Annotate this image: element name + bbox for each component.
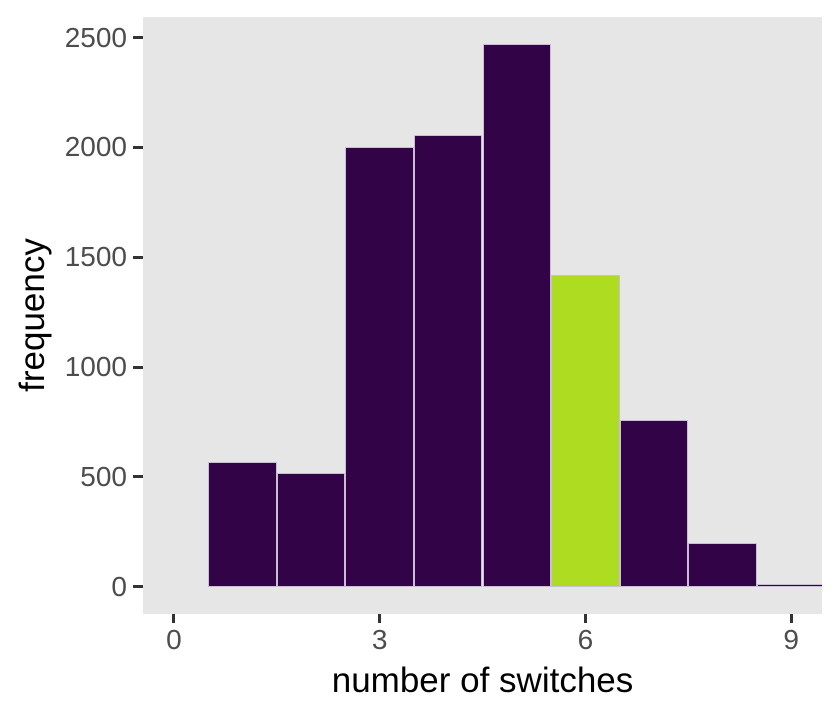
x-tick-mark — [172, 614, 176, 623]
y-tick-mark — [133, 365, 143, 369]
x-tick-mark — [789, 614, 793, 623]
histogram-bar — [208, 461, 277, 587]
y-tick-label: 1500 — [64, 241, 127, 273]
x-tick-label: 9 — [783, 624, 799, 655]
y-tick-mark — [133, 36, 143, 40]
y-tick-label: 0 — [111, 570, 127, 602]
y-tick-mark — [133, 585, 143, 589]
y-tick-label: 1000 — [64, 351, 127, 383]
histogram-bar — [619, 419, 689, 587]
histogram-bar — [345, 147, 414, 587]
histogram-bar — [482, 44, 552, 587]
histogram-bar — [756, 583, 822, 587]
y-tick-label: 2500 — [64, 21, 127, 53]
y-tick-mark — [133, 145, 143, 149]
x-tick-label: 0 — [166, 624, 182, 655]
y-tick-label: 2000 — [64, 131, 127, 163]
x-tick-mark — [583, 614, 587, 623]
x-axis-title: number of switches — [331, 661, 634, 700]
plot-panel — [143, 17, 822, 614]
histogram-bar — [413, 135, 483, 587]
x-tick-label: 6 — [577, 624, 594, 655]
y-tick-label: 500 — [80, 460, 127, 492]
y-tick-mark — [133, 255, 143, 259]
x-tick-mark — [378, 614, 382, 623]
y-tick-mark — [133, 475, 143, 479]
histogram-bar-highlighted — [551, 274, 620, 587]
x-tick-label: 3 — [371, 624, 388, 655]
histogram-bar — [688, 542, 757, 587]
histogram-bar — [276, 472, 346, 587]
